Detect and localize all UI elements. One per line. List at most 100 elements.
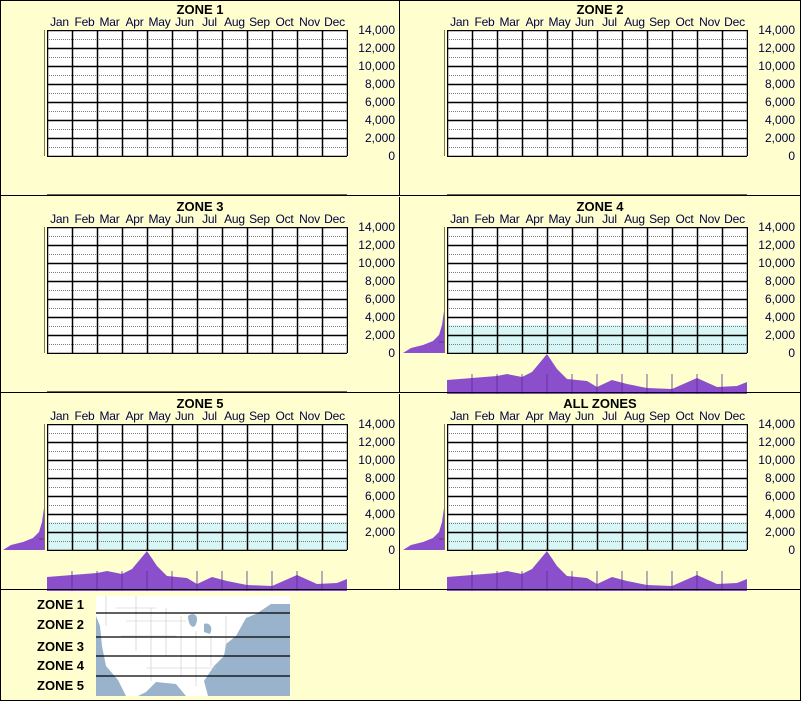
month-label: Feb	[74, 409, 95, 423]
month-label: Jan	[450, 212, 469, 226]
chart-panel-1: ZONE 1 Jan Feb Mar Apr May Jun Jul Aug Sep Oct Nov D…	[0, 0, 400, 196]
chart-panel-2: ZONE 2 Jan Feb Mar Apr May Jun Jul Aug Sep Oct Nov D…	[400, 0, 800, 196]
y-tick-label: 8,000	[364, 274, 395, 288]
month-label: Feb	[74, 212, 95, 226]
y-tick-label: 12,000	[358, 238, 395, 252]
y-axis-line	[444, 424, 445, 550]
month-label: Oct	[275, 15, 294, 29]
month-label: Apr	[125, 15, 144, 29]
month-label: May	[148, 212, 171, 226]
y-axis-line	[444, 227, 445, 353]
y-tick-label: 8,000	[364, 77, 395, 91]
monthly-marginal	[447, 354, 747, 394]
month-label: Mar	[499, 15, 520, 29]
heatmap-grid	[47, 30, 348, 157]
chart-panel-4: ZONE 4 Jan Feb Mar Apr May Jun Jul Aug Sep Oct Nov D…	[400, 197, 800, 394]
y-tick-label: 0	[788, 346, 795, 360]
monthly-marginal	[447, 551, 747, 591]
y-tick-label: 12,000	[758, 238, 795, 252]
month-label: Sep	[649, 409, 670, 423]
y-tick-label: 10,000	[758, 453, 795, 467]
month-label: Apr	[525, 409, 544, 423]
y-tick-label: 14,000	[358, 220, 395, 234]
month-label: Jul	[602, 15, 617, 29]
y-tick-label: 14,000	[358, 417, 395, 431]
month-label: Dec	[324, 212, 345, 226]
y-tick-label: 2,000	[764, 131, 795, 145]
legend-zone-1: ZONE 1	[37, 597, 84, 612]
y-tick-label: 0	[788, 543, 795, 557]
panel-title: ZONE 3	[176, 199, 224, 214]
month-axis: Jan Feb Mar Apr May Jun Jul Aug Sep Oct Nov Dec	[47, 212, 347, 226]
y-tick-label: 8,000	[764, 471, 795, 485]
month-label: Dec	[724, 212, 745, 226]
y-tick-label: 0	[388, 149, 395, 163]
panel-divider	[400, 589, 800, 590]
zone-legend: ZONE 1 ZONE 2 ZONE 3 ZONE 4 ZONE 5	[0, 591, 800, 701]
month-label: Jun	[575, 409, 594, 423]
y-tick-label: 4,000	[764, 507, 795, 521]
month-label: Sep	[249, 409, 270, 423]
y-tick-label: 12,000	[758, 41, 795, 55]
month-label: Feb	[474, 409, 495, 423]
y-tick-label: 8,000	[764, 274, 795, 288]
month-label: May	[548, 15, 571, 29]
month-label: Nov	[299, 409, 320, 423]
panel-title: ZONE 4	[576, 199, 624, 214]
month-axis: Jan Feb Mar Apr May Jun Jul Aug Sep Oct Nov Dec	[447, 409, 747, 423]
panel-title: ALL ZONES	[563, 396, 637, 411]
month-label: Mar	[499, 212, 520, 226]
y-axis-line	[44, 424, 45, 550]
monthly-marginal	[47, 551, 347, 591]
month-label: Jul	[202, 15, 217, 29]
y-tick-label: 8,000	[764, 77, 795, 91]
legend-zone-4: ZONE 4	[37, 658, 84, 673]
month-label: Jan	[450, 409, 469, 423]
month-axis: Jan Feb Mar Apr May Jun Jul Aug Sep Oct Nov Dec	[447, 15, 747, 29]
heatmap-grid	[47, 424, 348, 551]
y-tick-label: 2,000	[364, 525, 395, 539]
month-label: Aug	[224, 212, 245, 226]
panel-divider	[400, 392, 800, 393]
month-label: Feb	[474, 15, 495, 29]
y-tick-label: 6,000	[364, 95, 395, 109]
y-tick-label: 10,000	[358, 453, 395, 467]
month-label: Nov	[699, 409, 720, 423]
legend-zone-5: ZONE 5	[37, 678, 84, 693]
month-label: Mar	[499, 409, 520, 423]
month-label: Dec	[724, 15, 745, 29]
month-label: Jun	[575, 212, 594, 226]
month-label: Oct	[675, 409, 694, 423]
y-tick-label: 6,000	[364, 292, 395, 306]
heatmap-grid	[447, 227, 748, 354]
y-tick-label: 6,000	[764, 292, 795, 306]
y-tick-label: 10,000	[358, 59, 395, 73]
month-label: May	[548, 212, 571, 226]
month-label: Aug	[624, 15, 645, 29]
y-axis-line	[44, 227, 45, 353]
month-label: Mar	[99, 212, 120, 226]
month-label: Nov	[299, 15, 320, 29]
month-label: Jun	[575, 15, 594, 29]
month-label: Jul	[202, 212, 217, 226]
y-tick-label: 0	[388, 543, 395, 557]
y-tick-label: 4,000	[364, 113, 395, 127]
month-label: Aug	[624, 409, 645, 423]
y-tick-label: 2,000	[764, 525, 795, 539]
y-tick-label: 0	[388, 346, 395, 360]
y-tick-label: 4,000	[764, 310, 795, 324]
month-label: May	[148, 409, 171, 423]
y-axis-line	[444, 30, 445, 156]
chart-panel-6: ALL ZONES Jan Feb Mar Apr May Jun Jul Aug Sep Oct N…	[400, 394, 800, 591]
heatmap-grid	[47, 227, 348, 354]
month-label: Nov	[699, 15, 720, 29]
month-label: Nov	[299, 212, 320, 226]
month-label: Sep	[249, 15, 270, 29]
y-tick-label: 8,000	[364, 471, 395, 485]
y-tick-label: 4,000	[764, 113, 795, 127]
month-label: Feb	[74, 15, 95, 29]
panel-divider	[0, 195, 399, 196]
y-tick-label: 4,000	[364, 310, 395, 324]
y-tick-label: 12,000	[758, 435, 795, 449]
month-label: Sep	[649, 15, 670, 29]
